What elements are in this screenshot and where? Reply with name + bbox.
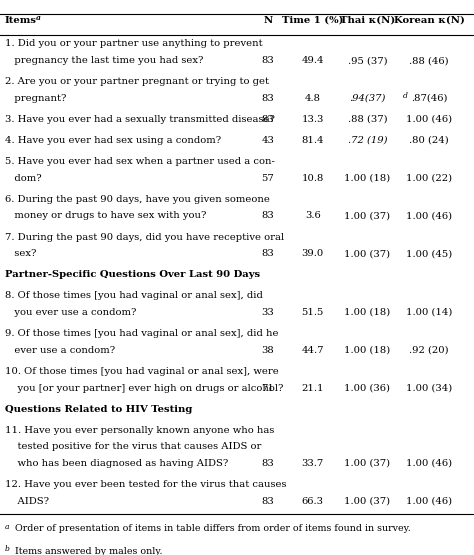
Text: 2. Are you or your partner pregnant or trying to get: 2. Are you or your partner pregnant or t…: [5, 77, 269, 86]
Text: d: d: [403, 92, 408, 100]
Text: 49.4: 49.4: [301, 56, 324, 65]
Text: ever use a condom?: ever use a condom?: [5, 346, 115, 355]
Text: sex?: sex?: [5, 249, 36, 258]
Text: .95 (37): .95 (37): [347, 56, 387, 65]
Text: N: N: [263, 16, 273, 24]
Text: 8. Of those times [you had vaginal or anal sex], did: 8. Of those times [you had vaginal or an…: [5, 291, 263, 300]
Text: 1.00 (37): 1.00 (37): [344, 497, 391, 506]
Text: .87(46): .87(46): [410, 94, 447, 103]
Text: .88 (37): .88 (37): [347, 115, 387, 124]
Text: 5. Have you ever had sex when a partner used a con-: 5. Have you ever had sex when a partner …: [5, 157, 274, 166]
Text: 51.5: 51.5: [301, 308, 324, 317]
Text: 1.00 (22): 1.00 (22): [406, 174, 452, 183]
Text: you [or your partner] ever high on drugs or alcohol?: you [or your partner] ever high on drugs…: [5, 384, 283, 392]
Text: who has been diagnosed as having AIDS?: who has been diagnosed as having AIDS?: [5, 459, 228, 468]
Text: 4.8: 4.8: [305, 94, 321, 103]
Text: 83: 83: [262, 94, 274, 103]
Text: Korean κ(N): Korean κ(N): [393, 16, 465, 24]
Text: 10.8: 10.8: [301, 174, 324, 183]
Text: AIDS?: AIDS?: [5, 497, 49, 506]
Text: pregnancy the last time you had sex?: pregnancy the last time you had sex?: [5, 56, 203, 65]
Text: Partner-Specific Questions Over Last 90 Days: Partner-Specific Questions Over Last 90 …: [5, 270, 260, 279]
Text: 81.4: 81.4: [301, 136, 324, 145]
Text: b: b: [5, 545, 9, 553]
Text: 12. Have you ever been tested for the virus that causes: 12. Have you ever been tested for the vi…: [5, 480, 286, 489]
Text: 1.00 (37): 1.00 (37): [344, 249, 391, 258]
Text: .80 (24): .80 (24): [409, 136, 449, 145]
Text: dom?: dom?: [5, 174, 41, 183]
Text: 66.3: 66.3: [302, 497, 324, 506]
Text: Questions Related to HIV Testing: Questions Related to HIV Testing: [5, 405, 192, 413]
Text: 1.00 (18): 1.00 (18): [344, 174, 391, 183]
Text: 39.0: 39.0: [302, 249, 324, 258]
Text: 1.00 (37): 1.00 (37): [344, 211, 391, 220]
Text: .94(37): .94(37): [349, 94, 385, 103]
Text: a: a: [5, 523, 9, 531]
Text: 1.00 (18): 1.00 (18): [344, 346, 391, 355]
Text: a: a: [36, 14, 41, 22]
Text: 83: 83: [262, 497, 274, 506]
Text: 1.00 (36): 1.00 (36): [344, 384, 391, 392]
Text: 83: 83: [262, 115, 274, 124]
Text: 38: 38: [262, 346, 274, 355]
Text: 83: 83: [262, 249, 274, 258]
Text: .88 (46): .88 (46): [409, 56, 449, 65]
Text: Items answered by males only.: Items answered by males only.: [15, 547, 163, 555]
Text: 1.00 (46): 1.00 (46): [406, 459, 452, 468]
Text: 1.00 (37): 1.00 (37): [344, 459, 391, 468]
Text: 71: 71: [261, 384, 274, 392]
Text: 13.3: 13.3: [301, 115, 324, 124]
Text: 1.00 (46): 1.00 (46): [406, 115, 452, 124]
Text: 6. During the past 90 days, have you given someone: 6. During the past 90 days, have you giv…: [5, 195, 270, 204]
Text: 3.6: 3.6: [305, 211, 321, 220]
Text: 57: 57: [262, 174, 274, 183]
Text: tested positive for the virus that causes AIDS or: tested positive for the virus that cause…: [5, 442, 261, 451]
Text: 7. During the past 90 days, did you have receptive oral: 7. During the past 90 days, did you have…: [5, 233, 284, 241]
Text: pregnant?: pregnant?: [5, 94, 66, 103]
Text: .92 (20): .92 (20): [409, 346, 449, 355]
Text: 83: 83: [262, 459, 274, 468]
Text: 3. Have you ever had a sexually transmitted disease?: 3. Have you ever had a sexually transmit…: [5, 115, 274, 124]
Text: 1.00 (14): 1.00 (14): [406, 308, 452, 317]
Text: 1.00 (45): 1.00 (45): [406, 249, 452, 258]
Text: 11. Have you ever personally known anyone who has: 11. Have you ever personally known anyon…: [5, 426, 274, 435]
Text: 33: 33: [262, 308, 274, 317]
Text: 83: 83: [262, 211, 274, 220]
Text: 9. Of those times [you had vaginal or anal sex], did he: 9. Of those times [you had vaginal or an…: [5, 329, 278, 338]
Text: 1.00 (46): 1.00 (46): [406, 211, 452, 220]
Text: 4. Have you ever had sex using a condom?: 4. Have you ever had sex using a condom?: [5, 136, 221, 145]
Text: 1. Did you or your partner use anything to prevent: 1. Did you or your partner use anything …: [5, 39, 263, 48]
Text: 1.00 (46): 1.00 (46): [406, 497, 452, 506]
Text: 33.7: 33.7: [302, 459, 324, 468]
Text: 10. Of those times [you had vaginal or anal sex], were: 10. Of those times [you had vaginal or a…: [5, 367, 279, 376]
Text: 44.7: 44.7: [301, 346, 324, 355]
Text: .72 (19): .72 (19): [347, 136, 387, 145]
Text: 1.00 (18): 1.00 (18): [344, 308, 391, 317]
Text: 1.00 (34): 1.00 (34): [406, 384, 452, 392]
Text: 21.1: 21.1: [301, 384, 324, 392]
Text: money or drugs to have sex with you?: money or drugs to have sex with you?: [5, 211, 206, 220]
Text: 43: 43: [261, 136, 274, 145]
Text: Items: Items: [5, 16, 37, 24]
Text: 83: 83: [262, 56, 274, 65]
Text: Thai κ(N): Thai κ(N): [340, 16, 395, 24]
Text: Time 1 (%): Time 1 (%): [282, 16, 344, 24]
Text: you ever use a condom?: you ever use a condom?: [5, 308, 136, 317]
Text: Order of presentation of items in table differs from order of items found in sur: Order of presentation of items in table …: [15, 524, 411, 533]
